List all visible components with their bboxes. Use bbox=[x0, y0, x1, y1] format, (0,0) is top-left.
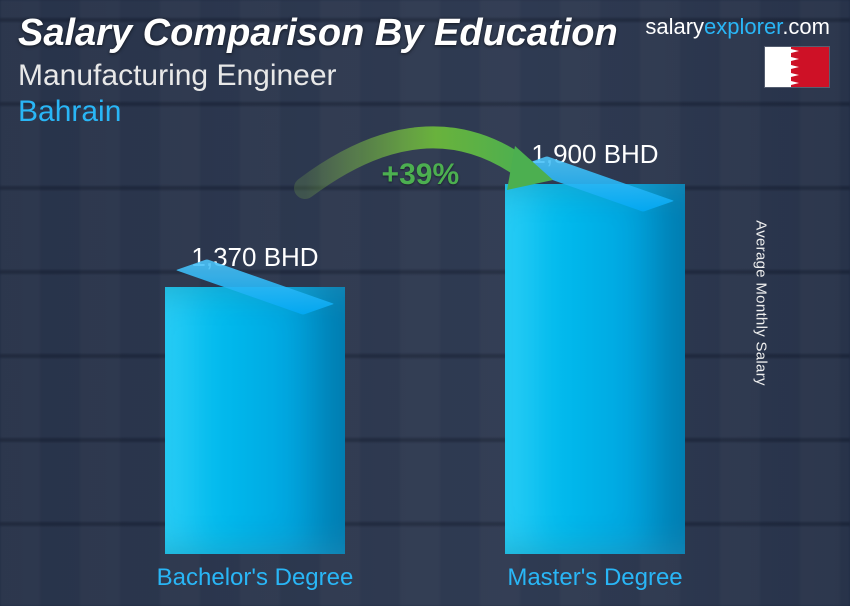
brand-part-3: .com bbox=[782, 14, 830, 39]
x-axis-label: Bachelor's Degree bbox=[157, 564, 354, 592]
bar-3d bbox=[505, 184, 685, 554]
bar-3d bbox=[165, 287, 345, 554]
country-flag-icon bbox=[764, 46, 830, 88]
flag-white-band bbox=[765, 47, 791, 87]
bar-front-face bbox=[165, 287, 345, 554]
brand-label: salaryexplorer.com bbox=[645, 14, 830, 40]
infographic-container: Salary Comparison By Education Manufactu… bbox=[0, 0, 850, 606]
bar-group-bachelors: 1,370 BHD Bachelor's Degree bbox=[165, 242, 345, 554]
bar-front-face bbox=[505, 184, 685, 554]
brand-part-1: salary bbox=[645, 14, 704, 39]
x-axis-label: Master's Degree bbox=[507, 564, 682, 592]
percent-increase-label: +39% bbox=[382, 158, 460, 192]
chart-subtitle: Manufacturing Engineer bbox=[18, 59, 832, 93]
brand-part-2: explorer bbox=[704, 14, 782, 39]
